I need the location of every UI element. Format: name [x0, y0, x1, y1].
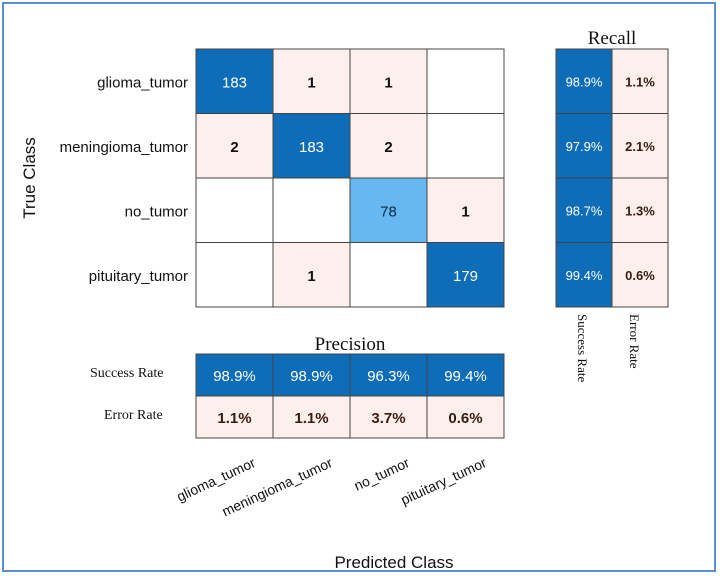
recall-success-value: 98.7% [566, 203, 603, 218]
recall-error-cell [611, 48, 669, 114]
precision-error-cell [426, 395, 505, 439]
matrix-cell-value: 1 [461, 203, 469, 220]
recall-title: Recall [588, 28, 637, 49]
y-axis-label: True Class [20, 137, 39, 219]
precision-success-value: 98.9% [290, 368, 333, 385]
precision-error-cell [272, 395, 351, 439]
recall-success-value: 99.4% [566, 268, 603, 283]
matrix-cell-value: 2 [384, 139, 392, 156]
precision-success-value: 98.9% [213, 368, 256, 385]
matrix-cell-value: 179 [453, 268, 478, 285]
precision-row-label: Success Rate [90, 366, 163, 381]
matrix-cell-value: 183 [222, 74, 247, 91]
precision-success-cell [272, 353, 351, 397]
precision-error-value: 3.7% [371, 410, 405, 427]
x-axis-label: Predicted Class [334, 553, 453, 572]
column-tick-label: no_tumor [351, 454, 412, 494]
matrix-cell-value: 1 [307, 268, 315, 285]
recall-success-cell [555, 48, 613, 114]
recall-success-cell [555, 242, 613, 308]
row-tick-label: pituitary_tumor [89, 268, 188, 285]
precision-error-cell [195, 395, 274, 439]
row-tick-label: glioma_tumor [97, 74, 188, 91]
matrix-cell [272, 177, 351, 243]
matrix-cell [426, 48, 505, 114]
precision-error-value: 1.1% [217, 410, 251, 427]
row-tick-label: no_tumor [125, 203, 188, 220]
matrix-cell [426, 113, 505, 179]
recall-success-value: 97.9% [566, 139, 603, 154]
precision-success-cell [349, 353, 428, 397]
recall-error-value: 2.1% [625, 139, 655, 154]
recall-error-value: 0.6% [625, 268, 655, 283]
matrix-cell [195, 113, 274, 179]
matrix-cell-value: 1 [384, 74, 392, 91]
recall-column-label: Error Rate [627, 314, 642, 369]
precision-success-value: 99.4% [444, 368, 487, 385]
recall-error-cell [611, 113, 669, 179]
precision-error-value: 0.6% [448, 410, 482, 427]
matrix-cell-value: 78 [380, 203, 397, 220]
recall-error-cell [611, 177, 669, 243]
recall-column-label: Success Rate [575, 314, 590, 382]
precision-success-value: 96.3% [367, 368, 410, 385]
matrix-cell [272, 48, 351, 114]
row-tick-label: meningioma_tumor [60, 139, 188, 156]
recall-error-cell [611, 242, 669, 308]
column-tick-label: pituitary_tumor [398, 454, 489, 508]
matrix-cell [349, 242, 428, 308]
recall-success-value: 98.9% [566, 74, 603, 89]
matrix-cell [349, 113, 428, 179]
matrix-cell [272, 242, 351, 308]
matrix-cell-value: 2 [230, 139, 238, 156]
matrix-cell [195, 242, 274, 308]
matrix-cell-value: 1 [307, 74, 315, 91]
precision-error-value: 1.1% [294, 410, 328, 427]
recall-error-value: 1.3% [625, 203, 655, 218]
matrix-cell [195, 177, 274, 243]
recall-success-cell [555, 177, 613, 243]
matrix-cell [426, 177, 505, 243]
recall-success-cell [555, 113, 613, 179]
matrix-cell [426, 242, 505, 308]
matrix-cell [349, 177, 428, 243]
matrix-cell-value: 183 [299, 139, 324, 156]
precision-row-label: Error Rate [104, 408, 163, 423]
recall-error-value: 1.1% [625, 74, 655, 89]
precision-title: Precision [315, 334, 386, 355]
